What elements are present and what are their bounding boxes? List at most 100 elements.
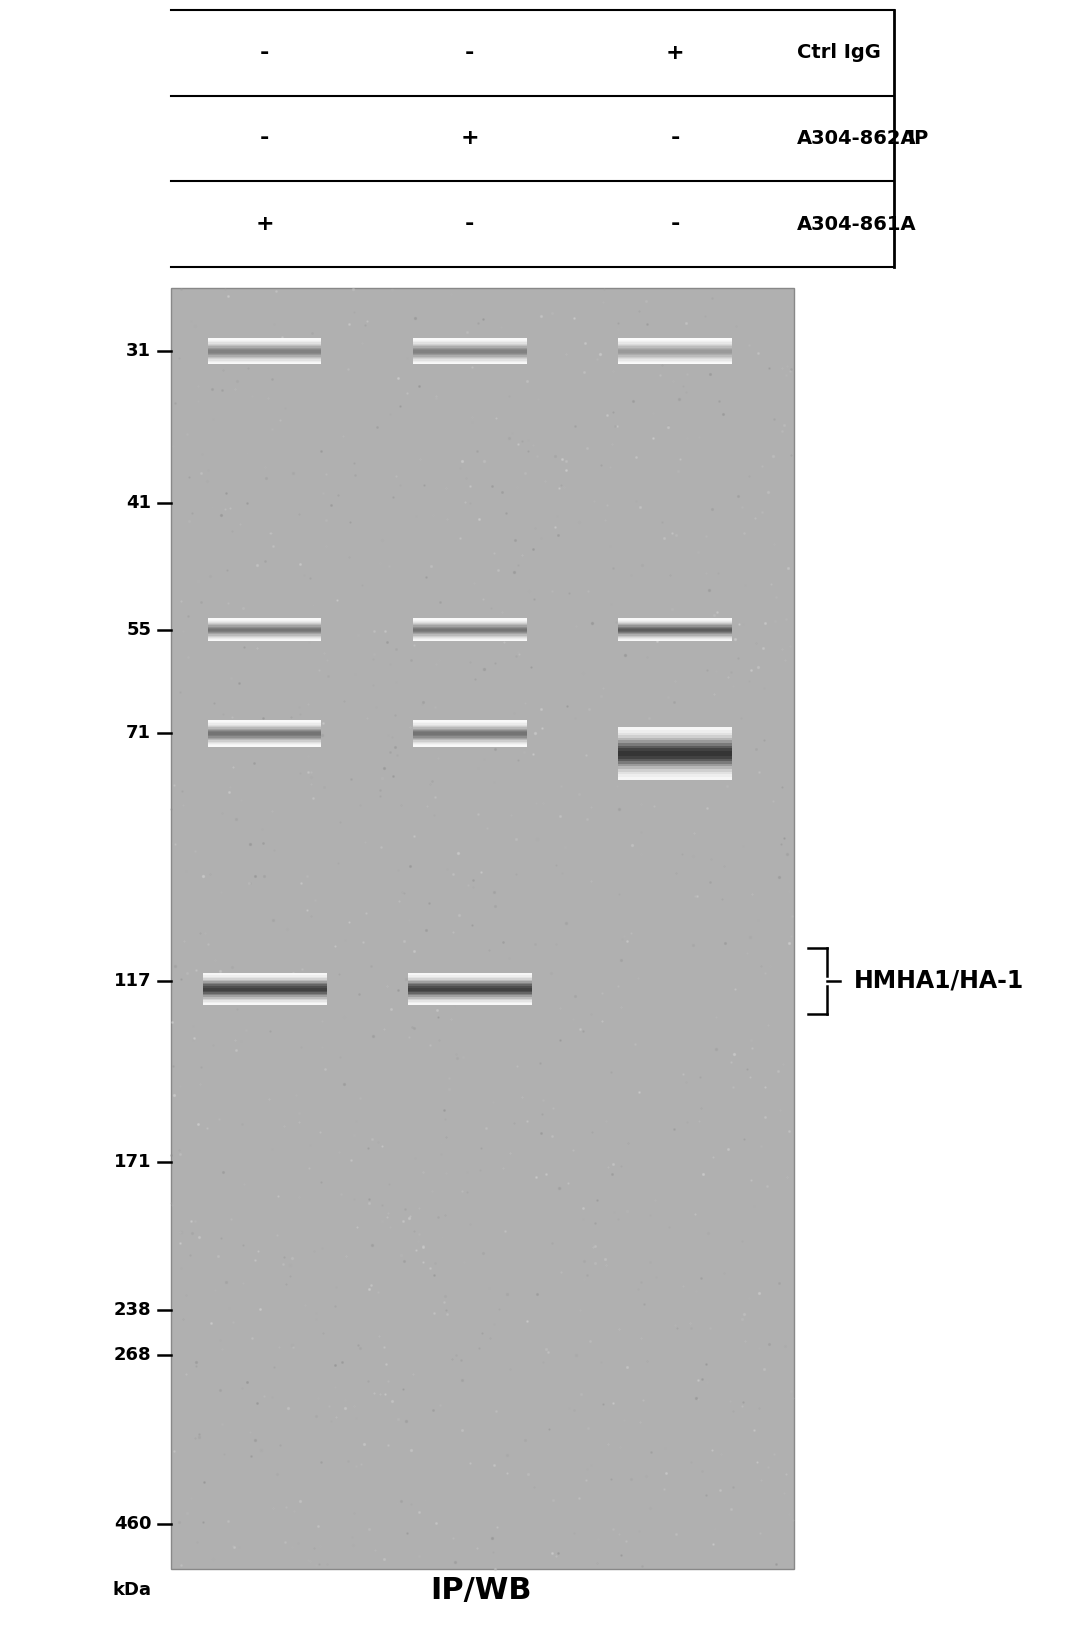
Bar — [618, 776, 732, 780]
Bar — [207, 722, 322, 725]
Bar — [207, 349, 322, 351]
Bar — [414, 723, 527, 725]
Bar — [207, 723, 322, 725]
Bar — [618, 361, 732, 363]
Bar — [618, 626, 732, 628]
Bar — [207, 361, 322, 363]
Bar — [203, 977, 326, 981]
Bar — [207, 346, 322, 348]
Bar — [203, 986, 326, 987]
Bar — [618, 766, 732, 770]
Bar — [207, 728, 322, 732]
Bar — [414, 626, 527, 628]
Bar — [207, 737, 322, 738]
Bar — [618, 341, 732, 343]
Bar — [618, 755, 732, 758]
Bar — [414, 735, 527, 738]
Bar — [618, 630, 732, 631]
Bar — [207, 728, 322, 730]
Bar — [408, 995, 531, 997]
Bar — [207, 722, 322, 723]
Bar — [414, 633, 527, 634]
Bar — [207, 745, 322, 747]
Bar — [203, 995, 326, 997]
Bar — [414, 630, 527, 633]
Bar — [207, 348, 322, 349]
Bar — [414, 728, 527, 730]
Bar — [207, 351, 322, 353]
Bar — [408, 979, 531, 981]
Bar — [618, 630, 732, 633]
Text: -: - — [465, 43, 474, 63]
Bar — [414, 740, 527, 742]
Bar — [203, 979, 326, 981]
Bar — [207, 742, 322, 745]
Bar — [618, 623, 732, 625]
Bar — [414, 359, 527, 363]
Bar — [207, 353, 322, 354]
Bar — [414, 742, 527, 743]
Bar — [414, 732, 527, 733]
Bar — [618, 339, 732, 341]
Bar — [203, 1000, 326, 1004]
Bar — [408, 997, 531, 1000]
Bar — [414, 725, 527, 727]
Bar — [414, 339, 527, 341]
Bar — [408, 1002, 531, 1005]
Bar — [618, 636, 732, 638]
Bar — [414, 638, 527, 639]
Bar — [203, 994, 326, 995]
Bar — [207, 359, 322, 363]
Bar — [207, 625, 322, 626]
Bar — [408, 984, 531, 986]
Bar — [207, 630, 322, 633]
Bar — [207, 638, 322, 639]
Bar — [414, 733, 527, 735]
Bar — [203, 974, 326, 977]
Bar — [203, 992, 326, 994]
Bar — [408, 982, 531, 984]
Bar — [414, 738, 527, 740]
Bar — [408, 989, 531, 990]
Text: HMHA1/HA-1: HMHA1/HA-1 — [854, 969, 1025, 992]
Bar — [408, 972, 531, 976]
Text: 31: 31 — [126, 343, 151, 359]
Bar — [414, 338, 527, 339]
Text: kDa: kDa — [112, 1580, 151, 1599]
Bar — [618, 359, 732, 363]
Bar — [207, 732, 322, 733]
Bar — [618, 344, 732, 346]
Text: -: - — [260, 43, 269, 63]
Bar — [207, 634, 322, 636]
Bar — [203, 982, 326, 984]
Bar — [414, 341, 527, 343]
Bar — [414, 361, 527, 363]
Bar — [207, 620, 322, 621]
Bar — [618, 628, 732, 630]
Bar — [414, 742, 527, 745]
Bar — [408, 992, 531, 994]
Bar — [618, 740, 732, 743]
Bar — [618, 343, 732, 344]
Bar — [618, 620, 732, 621]
Bar — [414, 359, 527, 361]
Bar — [414, 358, 527, 359]
Bar — [618, 633, 732, 634]
Bar — [618, 727, 732, 730]
Bar — [414, 620, 527, 621]
Bar — [171, 288, 794, 1569]
Bar — [408, 997, 531, 999]
Bar — [618, 758, 732, 761]
Bar — [207, 626, 322, 630]
Bar — [618, 748, 732, 751]
Bar — [618, 339, 732, 343]
Bar — [207, 358, 322, 359]
Text: A304-861A: A304-861A — [797, 214, 917, 234]
Bar — [414, 623, 527, 625]
Bar — [414, 730, 527, 732]
Bar — [203, 990, 326, 992]
Bar — [618, 349, 732, 351]
Bar — [207, 620, 322, 621]
Text: 41: 41 — [126, 494, 151, 511]
Bar — [207, 338, 322, 339]
